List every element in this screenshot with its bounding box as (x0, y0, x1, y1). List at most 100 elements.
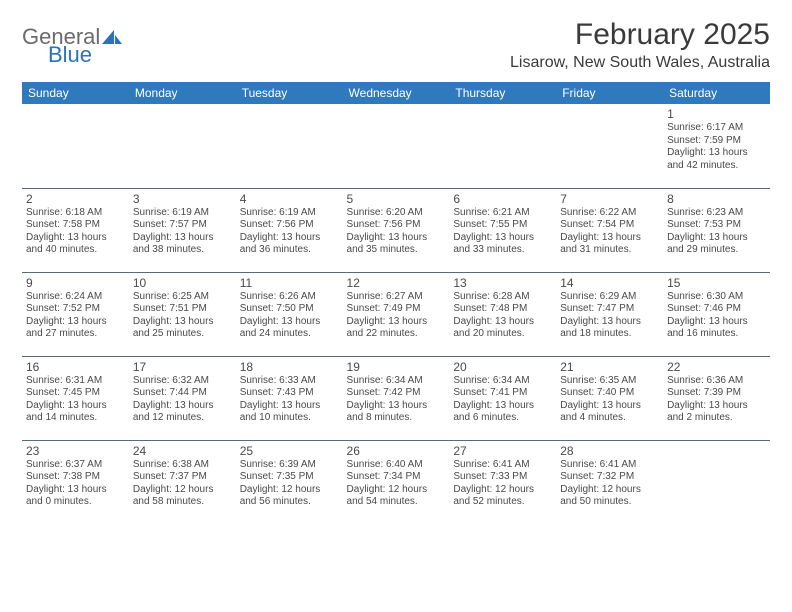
header: General Blue February 2025 Lisarow, New … (22, 18, 770, 72)
sunrise-text: Sunrise: 6:20 AM (347, 207, 446, 220)
logo-text-block: General Blue (22, 26, 122, 66)
day-cell: 26Sunrise: 6:40 AMSunset: 7:34 PMDayligh… (343, 440, 450, 524)
day-number: 20 (453, 360, 552, 374)
dayhead-wed: Wednesday (343, 82, 450, 104)
day-number: 5 (347, 192, 446, 206)
week-row: 23Sunrise: 6:37 AMSunset: 7:38 PMDayligh… (22, 440, 770, 524)
day-info: Sunrise: 6:19 AMSunset: 7:57 PMDaylight:… (133, 207, 232, 257)
daylight-text: Daylight: 13 hours and 38 minutes. (133, 232, 232, 257)
sunset-text: Sunset: 7:43 PM (240, 387, 339, 400)
daylight-text: Daylight: 13 hours and 2 minutes. (667, 400, 766, 425)
day-cell: 14Sunrise: 6:29 AMSunset: 7:47 PMDayligh… (556, 272, 663, 356)
day-cell: 25Sunrise: 6:39 AMSunset: 7:35 PMDayligh… (236, 440, 343, 524)
sunrise-text: Sunrise: 6:22 AM (560, 207, 659, 220)
day-info: Sunrise: 6:40 AMSunset: 7:34 PMDaylight:… (347, 459, 446, 509)
day-info: Sunrise: 6:22 AMSunset: 7:54 PMDaylight:… (560, 207, 659, 257)
day-info: Sunrise: 6:34 AMSunset: 7:41 PMDaylight:… (453, 375, 552, 425)
day-cell: 18Sunrise: 6:33 AMSunset: 7:43 PMDayligh… (236, 356, 343, 440)
week-row: 1Sunrise: 6:17 AMSunset: 7:59 PMDaylight… (22, 104, 770, 188)
day-cell: 9Sunrise: 6:24 AMSunset: 7:52 PMDaylight… (22, 272, 129, 356)
sunrise-text: Sunrise: 6:40 AM (347, 459, 446, 472)
sunrise-text: Sunrise: 6:24 AM (26, 291, 125, 304)
sunset-text: Sunset: 7:59 PM (667, 135, 766, 148)
sunset-text: Sunset: 7:56 PM (347, 219, 446, 232)
day-info: Sunrise: 6:34 AMSunset: 7:42 PMDaylight:… (347, 375, 446, 425)
sunset-text: Sunset: 7:38 PM (26, 471, 125, 484)
logo-sail-icon (102, 26, 122, 48)
day-info: Sunrise: 6:18 AMSunset: 7:58 PMDaylight:… (26, 207, 125, 257)
month-title: February 2025 (510, 18, 770, 52)
sunset-text: Sunset: 7:49 PM (347, 303, 446, 316)
sunrise-text: Sunrise: 6:36 AM (667, 375, 766, 388)
day-cell: 16Sunrise: 6:31 AMSunset: 7:45 PMDayligh… (22, 356, 129, 440)
day-number: 15 (667, 276, 766, 290)
day-info: Sunrise: 6:39 AMSunset: 7:35 PMDaylight:… (240, 459, 339, 509)
sunset-text: Sunset: 7:35 PM (240, 471, 339, 484)
location: Lisarow, New South Wales, Australia (510, 54, 770, 72)
sunrise-text: Sunrise: 6:35 AM (560, 375, 659, 388)
daylight-text: Daylight: 13 hours and 27 minutes. (26, 316, 125, 341)
sunset-text: Sunset: 7:32 PM (560, 471, 659, 484)
day-info: Sunrise: 6:28 AMSunset: 7:48 PMDaylight:… (453, 291, 552, 341)
day-number: 23 (26, 444, 125, 458)
daylight-text: Daylight: 13 hours and 24 minutes. (240, 316, 339, 341)
dayhead-thu: Thursday (449, 82, 556, 104)
day-info: Sunrise: 6:31 AMSunset: 7:45 PMDaylight:… (26, 375, 125, 425)
daylight-text: Daylight: 13 hours and 31 minutes. (560, 232, 659, 257)
daylight-text: Daylight: 13 hours and 6 minutes. (453, 400, 552, 425)
daylight-text: Daylight: 13 hours and 29 minutes. (667, 232, 766, 257)
sunset-text: Sunset: 7:58 PM (26, 219, 125, 232)
day-number: 21 (560, 360, 659, 374)
day-cell: 21Sunrise: 6:35 AMSunset: 7:40 PMDayligh… (556, 356, 663, 440)
day-cell (236, 104, 343, 188)
daylight-text: Daylight: 12 hours and 52 minutes. (453, 484, 552, 509)
day-cell: 1Sunrise: 6:17 AMSunset: 7:59 PMDaylight… (663, 104, 770, 188)
sunrise-text: Sunrise: 6:17 AM (667, 122, 766, 135)
day-number: 11 (240, 276, 339, 290)
week-row: 16Sunrise: 6:31 AMSunset: 7:45 PMDayligh… (22, 356, 770, 440)
sunrise-text: Sunrise: 6:41 AM (560, 459, 659, 472)
day-cell: 7Sunrise: 6:22 AMSunset: 7:54 PMDaylight… (556, 188, 663, 272)
sunset-text: Sunset: 7:34 PM (347, 471, 446, 484)
sunrise-text: Sunrise: 6:27 AM (347, 291, 446, 304)
dayhead-fri: Friday (556, 82, 663, 104)
day-cell: 27Sunrise: 6:41 AMSunset: 7:33 PMDayligh… (449, 440, 556, 524)
day-cell: 3Sunrise: 6:19 AMSunset: 7:57 PMDaylight… (129, 188, 236, 272)
daylight-text: Daylight: 12 hours and 54 minutes. (347, 484, 446, 509)
sunset-text: Sunset: 7:50 PM (240, 303, 339, 316)
day-cell (22, 104, 129, 188)
day-cell: 8Sunrise: 6:23 AMSunset: 7:53 PMDaylight… (663, 188, 770, 272)
day-cell (343, 104, 450, 188)
daylight-text: Daylight: 12 hours and 50 minutes. (560, 484, 659, 509)
day-number: 3 (133, 192, 232, 206)
dayhead-sun: Sunday (22, 82, 129, 104)
day-header-row: Sunday Monday Tuesday Wednesday Thursday… (22, 82, 770, 104)
day-cell: 24Sunrise: 6:38 AMSunset: 7:37 PMDayligh… (129, 440, 236, 524)
day-number: 12 (347, 276, 446, 290)
day-cell: 2Sunrise: 6:18 AMSunset: 7:58 PMDaylight… (22, 188, 129, 272)
sunrise-text: Sunrise: 6:26 AM (240, 291, 339, 304)
day-number: 10 (133, 276, 232, 290)
day-number: 4 (240, 192, 339, 206)
sunrise-text: Sunrise: 6:32 AM (133, 375, 232, 388)
sunset-text: Sunset: 7:44 PM (133, 387, 232, 400)
daylight-text: Daylight: 13 hours and 42 minutes. (667, 147, 766, 172)
day-cell: 6Sunrise: 6:21 AMSunset: 7:55 PMDaylight… (449, 188, 556, 272)
day-number: 7 (560, 192, 659, 206)
sunrise-text: Sunrise: 6:21 AM (453, 207, 552, 220)
sunset-text: Sunset: 7:46 PM (667, 303, 766, 316)
sunrise-text: Sunrise: 6:25 AM (133, 291, 232, 304)
day-info: Sunrise: 6:19 AMSunset: 7:56 PMDaylight:… (240, 207, 339, 257)
daylight-text: Daylight: 13 hours and 12 minutes. (133, 400, 232, 425)
daylight-text: Daylight: 13 hours and 16 minutes. (667, 316, 766, 341)
daylight-text: Daylight: 13 hours and 8 minutes. (347, 400, 446, 425)
logo: General Blue (22, 26, 122, 66)
day-cell: 10Sunrise: 6:25 AMSunset: 7:51 PMDayligh… (129, 272, 236, 356)
day-number: 16 (26, 360, 125, 374)
sunrise-text: Sunrise: 6:33 AM (240, 375, 339, 388)
week-row: 2Sunrise: 6:18 AMSunset: 7:58 PMDaylight… (22, 188, 770, 272)
daylight-text: Daylight: 12 hours and 56 minutes. (240, 484, 339, 509)
day-info: Sunrise: 6:33 AMSunset: 7:43 PMDaylight:… (240, 375, 339, 425)
day-number: 17 (133, 360, 232, 374)
daylight-text: Daylight: 13 hours and 4 minutes. (560, 400, 659, 425)
